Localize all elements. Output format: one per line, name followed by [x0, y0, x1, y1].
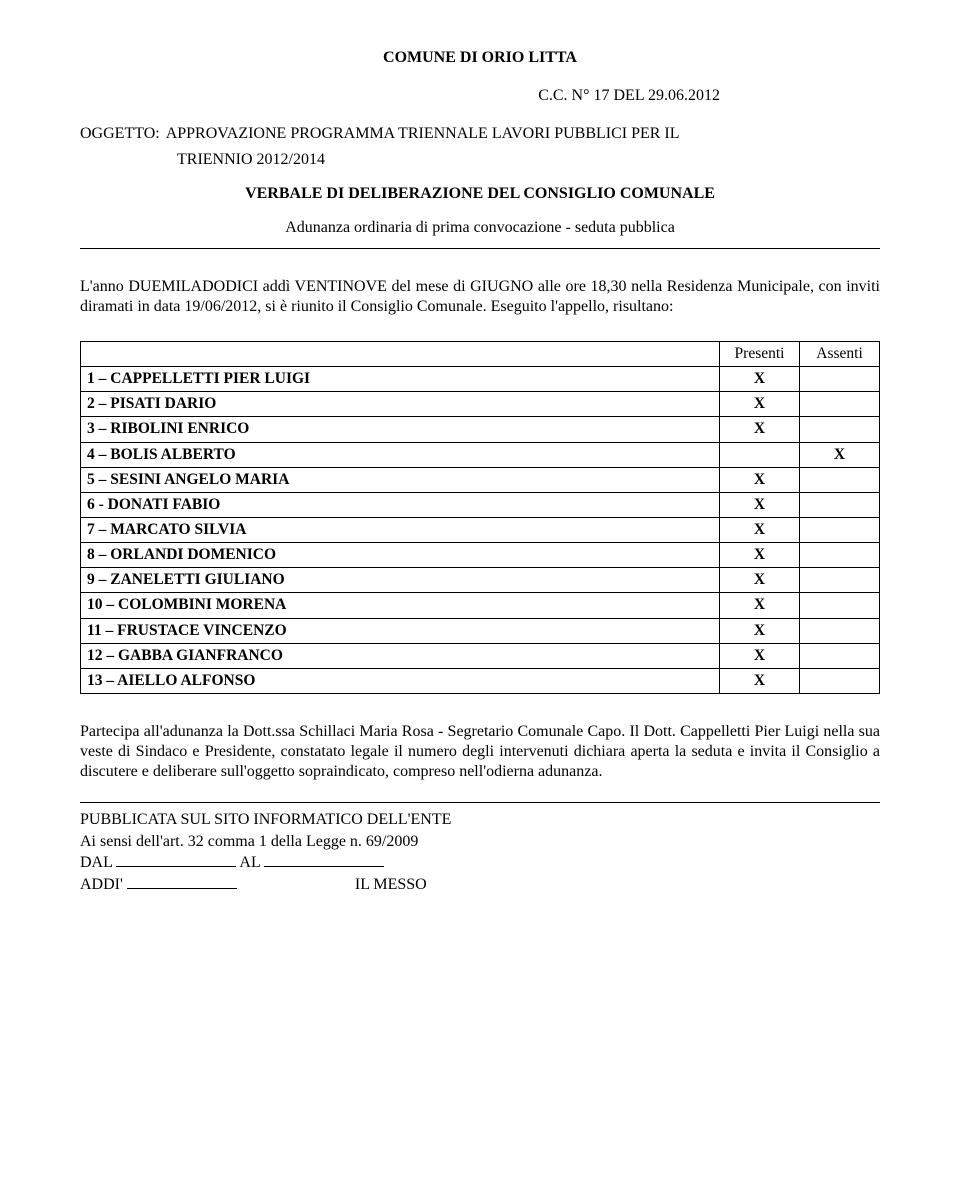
assenti-mark: [800, 618, 880, 643]
assenti-mark: [800, 668, 880, 693]
member-name: 6 - DONATI FABIO: [81, 492, 720, 517]
table-row: 13 – AIELLO ALFONSOX: [81, 668, 880, 693]
assenti-mark: [800, 593, 880, 618]
presenti-mark: X: [720, 668, 800, 693]
member-name: 8 – ORLANDI DOMENICO: [81, 543, 720, 568]
verbale-heading: VERBALE DI DELIBERAZIONE DEL CONSIGLIO C…: [80, 184, 880, 204]
al-fill: [264, 866, 384, 867]
table-row: 3 – RIBOLINI ENRICOX: [81, 417, 880, 442]
presenti-mark: X: [720, 517, 800, 542]
oggetto-line1: APPROVAZIONE PROGRAMMA TRIENNALE LAVORI …: [160, 124, 680, 144]
presenti-mark: X: [720, 568, 800, 593]
member-name: 11 – FRUSTACE VINCENZO: [81, 618, 720, 643]
dal-al-line: DAL AL: [80, 852, 880, 874]
adunanza-line: Adunanza ordinaria di prima convocazione…: [80, 218, 880, 238]
presenti-mark: X: [720, 467, 800, 492]
signature-divider: [80, 802, 880, 803]
presenti-mark: [720, 442, 800, 467]
attendance-tbody: 1 – CAPPELLETTI PIER LUIGIX2 – PISATI DA…: [81, 367, 880, 694]
table-row: 6 - DONATI FABIOX: [81, 492, 880, 517]
member-name: 5 – SESINI ANGELO MARIA: [81, 467, 720, 492]
messo-label: IL MESSO: [355, 876, 427, 893]
table-row: 12 – GABBA GIANFRANCOX: [81, 643, 880, 668]
table-row: 7 – MARCATO SILVIAX: [81, 517, 880, 542]
table-row: 1 – CAPPELLETTI PIER LUIGIX: [81, 367, 880, 392]
divider-line: [80, 248, 880, 249]
presenti-mark: X: [720, 492, 800, 517]
dal-label: DAL: [80, 854, 112, 871]
member-name: 7 – MARCATO SILVIA: [81, 517, 720, 542]
presenti-mark: X: [720, 543, 800, 568]
col-presenti: Presenti: [720, 342, 800, 367]
table-row: 11 – FRUSTACE VINCENZOX: [81, 618, 880, 643]
col-assenti: Assenti: [800, 342, 880, 367]
member-name: 9 – ZANELETTI GIULIANO: [81, 568, 720, 593]
member-name: 3 – RIBOLINI ENRICO: [81, 417, 720, 442]
assenti-mark: [800, 492, 880, 517]
presenti-mark: X: [720, 618, 800, 643]
table-row: 5 – SESINI ANGELO MARIAX: [81, 467, 880, 492]
presenti-mark: X: [720, 643, 800, 668]
table-row: 9 – ZANELETTI GIULIANOX: [81, 568, 880, 593]
member-name: 1 – CAPPELLETTI PIER LUIGI: [81, 367, 720, 392]
presenti-mark: X: [720, 593, 800, 618]
assenti-mark: [800, 467, 880, 492]
assenti-mark: [800, 568, 880, 593]
assenti-mark: [800, 543, 880, 568]
document-page: COMUNE DI ORIO LITTA C.C. N° 17 DEL 29.0…: [0, 0, 960, 955]
attendance-table: Presenti Assenti 1 – CAPPELLETTI PIER LU…: [80, 341, 880, 694]
member-name: 13 – AIELLO ALFONSO: [81, 668, 720, 693]
dal-fill: [116, 866, 236, 867]
assenti-mark: X: [800, 442, 880, 467]
assenti-mark: [800, 392, 880, 417]
addi-line: ADDI' IL MESSO: [80, 874, 880, 896]
publication-block: PUBBLICATA SUL SITO INFORMATICO DELL'ENT…: [80, 809, 880, 895]
addi-fill: [127, 888, 237, 889]
oggetto-line2: TRIENNIO 2012/2014: [80, 150, 880, 170]
table-row: 4 – BOLIS ALBERTO X: [81, 442, 880, 467]
member-name: 2 – PISATI DARIO: [81, 392, 720, 417]
table-row: 2 – PISATI DARIOX: [81, 392, 880, 417]
al-label: AL: [239, 854, 260, 871]
table-row: 8 – ORLANDI DOMENICOX: [81, 543, 880, 568]
assenti-mark: [800, 643, 880, 668]
member-name: 10 – COLOMBINI MORENA: [81, 593, 720, 618]
presenti-mark: X: [720, 392, 800, 417]
assenti-mark: [800, 367, 880, 392]
header-title: COMUNE DI ORIO LITTA: [80, 48, 880, 68]
oggetto-row: OGGETTO: APPROVAZIONE PROGRAMMA TRIENNAL…: [80, 124, 880, 144]
table-header-row: Presenti Assenti: [81, 342, 880, 367]
member-name: 4 – BOLIS ALBERTO: [81, 442, 720, 467]
assenti-mark: [800, 517, 880, 542]
pub-line1: PUBBLICATA SUL SITO INFORMATICO DELL'ENT…: [80, 809, 880, 831]
assenti-mark: [800, 417, 880, 442]
table-row: 10 – COLOMBINI MORENAX: [81, 593, 880, 618]
oggetto-label: OGGETTO:: [80, 124, 160, 144]
presenti-mark: X: [720, 367, 800, 392]
addi-label: ADDI': [80, 876, 123, 893]
intro-paragraph: L'anno DUEMILADODICI addì VENTINOVE del …: [80, 277, 880, 317]
doc-number: C.C. N° 17 DEL 29.06.2012: [80, 86, 880, 106]
pub-line2: Ai sensi dell'art. 32 comma 1 della Legg…: [80, 831, 880, 853]
member-name: 12 – GABBA GIANFRANCO: [81, 643, 720, 668]
col-blank: [81, 342, 720, 367]
participa-paragraph: Partecipa all'adunanza la Dott.ssa Schil…: [80, 722, 880, 782]
presenti-mark: X: [720, 417, 800, 442]
